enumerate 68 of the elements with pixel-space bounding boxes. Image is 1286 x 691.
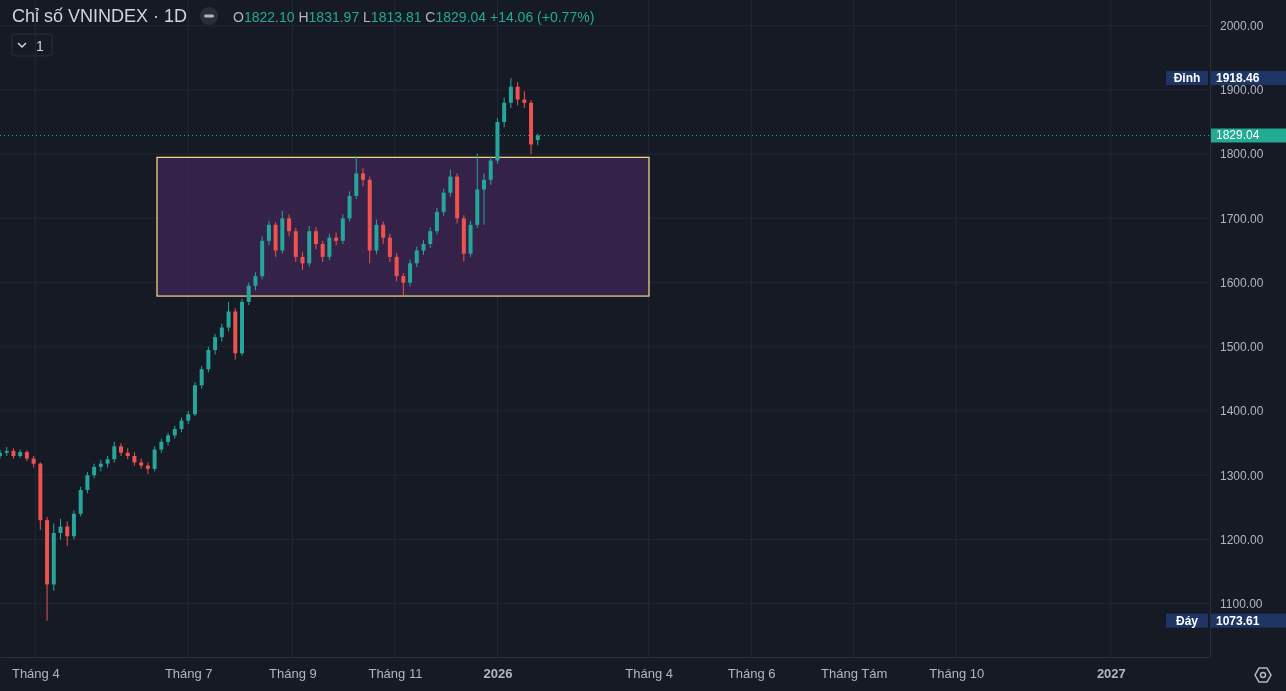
candlestick (428, 226, 433, 249)
x-tick-label: Tháng 4 (625, 666, 674, 682)
candlestick (206, 346, 211, 373)
candlestick (166, 432, 171, 447)
candlestick (381, 221, 386, 245)
candlestick (361, 167, 365, 187)
candlestick (508, 77, 513, 109)
x-tick-label: Tháng 11 (368, 666, 423, 682)
candlestick (320, 240, 325, 263)
candlestick (434, 207, 439, 235)
chart-title: Chỉ số VNINDEX · 1D (12, 6, 188, 26)
x-tick-label: Tháng Tám (821, 666, 888, 682)
x-tick-label: 2026 (483, 666, 513, 682)
candlestick (152, 445, 157, 472)
x-tick-label: Tháng 10 (929, 666, 985, 682)
candlestick (408, 258, 413, 287)
candlestick (347, 190, 352, 223)
candlestick (266, 220, 271, 246)
candlestick (334, 231, 339, 246)
candlestick (226, 301, 231, 332)
candlestick (199, 365, 204, 390)
candlestick (313, 226, 318, 250)
candlestick (354, 156, 359, 200)
y-tick-label: 1900.00 (1220, 83, 1264, 98)
candlestick (401, 272, 406, 297)
candlestick (287, 214, 292, 237)
candlestick (515, 81, 520, 106)
x-tick-label: Tháng 4 (11, 666, 60, 682)
ref-line-label: 1829.04 (1216, 128, 1260, 143)
x-tick-label: Tháng 9 (269, 666, 317, 682)
candlestick (488, 156, 493, 186)
y-tick-label: 1100.00 (1220, 597, 1263, 612)
candlestick (387, 233, 392, 263)
candlestick (85, 471, 90, 494)
candlestick (441, 188, 446, 217)
y-tick-label: 1700.00 (1220, 211, 1264, 226)
candlestick (65, 520, 70, 547)
candlestick (78, 486, 83, 517)
candlestick (394, 252, 399, 282)
candlestick (145, 461, 150, 475)
candlestick (448, 169, 453, 198)
y-tick-label: 1200.00 (1220, 532, 1264, 547)
candlestick (502, 97, 507, 128)
annotation: 1 (36, 38, 44, 54)
y-tick-label: 1500.00 (1220, 340, 1264, 355)
candlestick (71, 510, 76, 540)
text: O1822.10 H1831.97 L1813.81 C1829.04 +14.06 (+0.77%) (233, 9, 595, 25)
annotation: Đáy (1175, 613, 1199, 628)
y-tick-label: 1600.00 (1220, 275, 1264, 290)
candlestick (414, 246, 419, 268)
y-tick-label: 2000.00 (1220, 19, 1264, 34)
candlestick (112, 441, 117, 463)
y-tick-label: 1400.00 (1220, 404, 1264, 419)
x-tick-label: 2027 (1096, 666, 1126, 682)
candlestick (58, 518, 63, 540)
x-tick-label: Tháng 6 (727, 666, 776, 682)
text: 1073.61 (1216, 613, 1260, 628)
candlestick (340, 214, 345, 245)
candlestick (246, 282, 251, 306)
candlestick (213, 333, 218, 356)
candlestick (119, 442, 123, 457)
text: 1918.46 (1216, 71, 1260, 86)
annotation: Đỉnh (1173, 71, 1201, 86)
candlestick (327, 233, 332, 261)
x-tick-label: Tháng 7 (164, 666, 213, 682)
y-tick-label: 1800.00 (1220, 147, 1264, 162)
candlestick (482, 172, 486, 226)
y-tick-label: 1300.00 (1220, 468, 1264, 483)
